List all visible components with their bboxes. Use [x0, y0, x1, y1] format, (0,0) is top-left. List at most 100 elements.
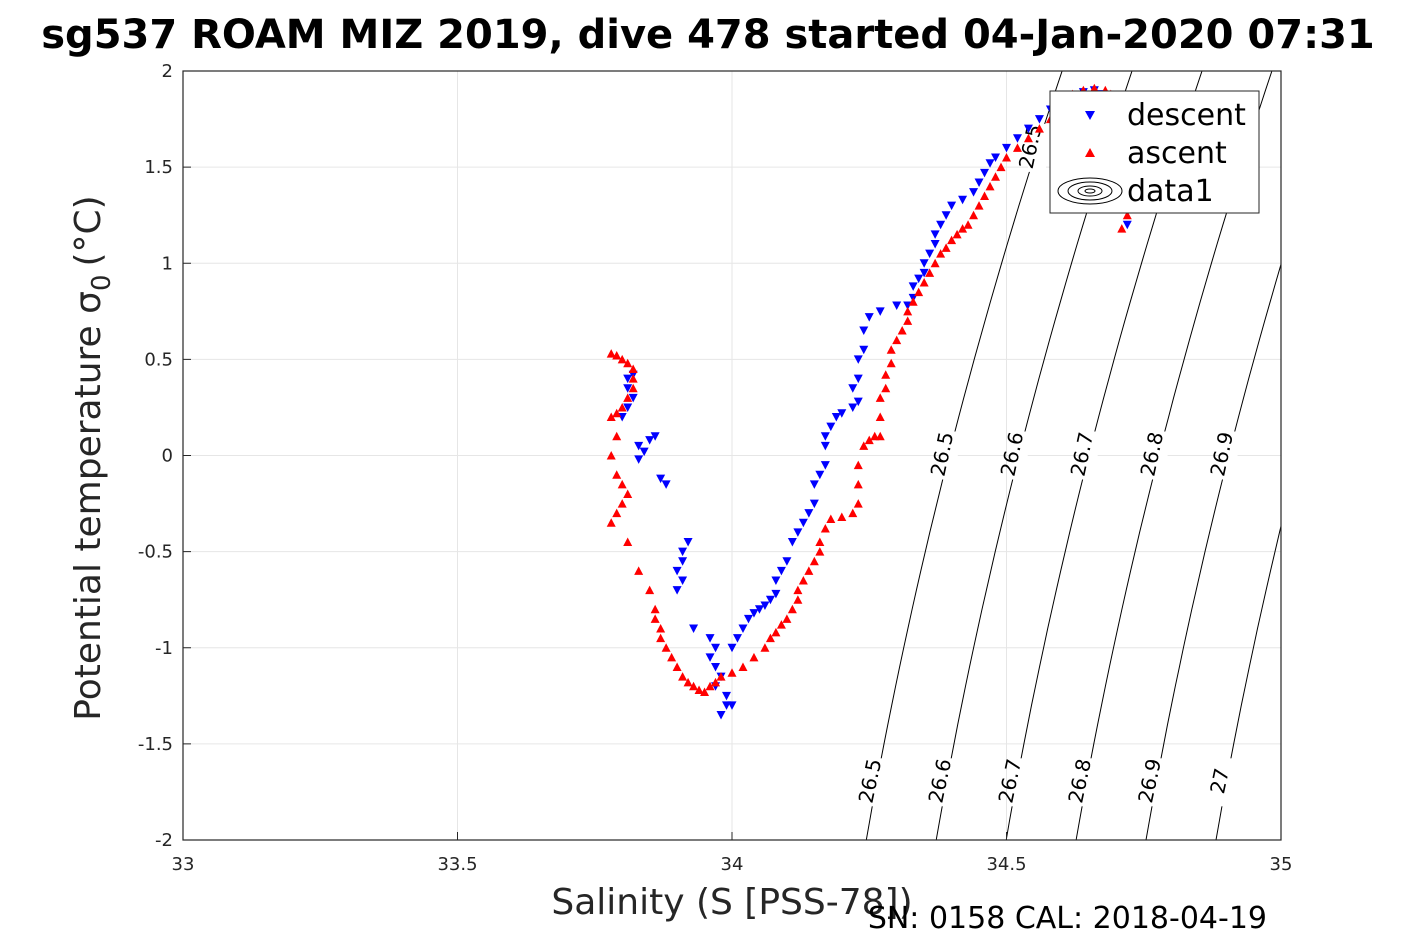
ascent-point — [936, 249, 946, 258]
ascent-point — [612, 408, 622, 418]
ascent-point — [617, 479, 627, 489]
descent-point — [771, 589, 781, 599]
ascent-point — [612, 470, 622, 479]
descent-point — [853, 397, 863, 407]
ascent-point — [996, 162, 1006, 172]
descent-point — [820, 432, 830, 441]
y-axis-label: Potential temperature σ0 (°C) — [68, 195, 117, 720]
ascent-point — [727, 668, 737, 677]
ascent-point — [1012, 143, 1022, 152]
descent-point — [678, 547, 688, 557]
descent-point — [820, 461, 830, 470]
descent-point — [645, 436, 655, 445]
descent-point — [727, 643, 737, 653]
descent-point — [809, 499, 819, 509]
descent-point — [722, 701, 732, 710]
isopycnal-label-bg — [1219, 431, 1238, 480]
descent-point — [826, 422, 836, 432]
descent-point — [749, 609, 759, 618]
isopycnal-line — [1356, 71, 1417, 840]
descent-point — [711, 662, 721, 672]
ascent-point — [919, 277, 929, 287]
ascent-point — [837, 512, 847, 522]
descent-point — [661, 480, 671, 489]
descent-point — [919, 268, 929, 278]
descent-point — [754, 605, 764, 614]
ascent-point — [672, 662, 682, 671]
ascent-point — [782, 614, 792, 623]
ascent-point — [925, 268, 935, 277]
descent-point — [848, 384, 858, 393]
ascent-point — [760, 643, 770, 652]
descent-point — [930, 230, 940, 239]
ascent-point — [892, 335, 902, 345]
descent-point — [820, 441, 830, 451]
ascent-point — [612, 351, 622, 360]
descent-point — [722, 691, 732, 701]
legend-box — [1049, 90, 1260, 214]
isopycnal-label-bg — [867, 758, 886, 807]
descent-point — [743, 614, 753, 624]
descent-point — [974, 178, 984, 188]
legend-descent-label: descent — [1127, 98, 1246, 133]
y-tick-label: -1 — [155, 638, 173, 659]
descent-point — [683, 538, 693, 547]
descent-point — [760, 601, 770, 610]
ascent-point — [1117, 224, 1127, 233]
ascent-point — [1089, 83, 1099, 93]
ascent-point — [826, 514, 836, 523]
ascent-point — [941, 243, 951, 252]
ascent-point — [711, 677, 721, 687]
descent-point — [623, 374, 633, 384]
ascent-point — [617, 499, 627, 508]
ascent-point — [875, 412, 885, 422]
ascent-point — [793, 595, 803, 604]
ascent-point — [914, 287, 924, 297]
ascent-point — [809, 556, 819, 566]
descent-point — [738, 624, 748, 634]
ascent-point — [694, 685, 704, 695]
descent-point — [798, 518, 808, 528]
ascent-point — [623, 537, 633, 547]
descent-point — [678, 557, 688, 566]
ascent-point — [765, 633, 775, 643]
isopycnal-label-bg — [1079, 431, 1098, 480]
descent-point — [771, 576, 781, 585]
isopycnal-label-bg — [1007, 758, 1026, 807]
descent-point — [639, 447, 649, 457]
ascent-point — [859, 441, 869, 450]
ascent-point — [617, 354, 627, 364]
descent-point — [634, 455, 644, 464]
ascent-point — [628, 374, 638, 383]
y-tick-label: -1.5 — [138, 734, 173, 755]
legend-contour-icon — [1057, 177, 1123, 205]
ascent-point — [952, 229, 962, 239]
ascent-point — [864, 435, 874, 445]
ascent-point — [958, 224, 968, 233]
sensor-calibration-footer: SN: 0158 CAL: 2018-04-19 — [868, 901, 1267, 936]
descent-point — [1023, 124, 1033, 134]
isopycnal-line — [1216, 71, 1412, 840]
descent-point — [958, 195, 968, 205]
descent-point — [980, 168, 990, 178]
descent-point — [1002, 143, 1011, 153]
legend-data1-label: data1 — [1127, 174, 1214, 209]
ascent-point — [606, 518, 616, 527]
descent-point — [711, 643, 721, 653]
ascent-point — [650, 614, 660, 623]
y-tick-label: 1 — [162, 253, 173, 274]
isopycnal-label-bg — [1147, 758, 1166, 807]
ascent-point — [776, 620, 786, 629]
descent-point — [765, 595, 775, 605]
ascent-point — [820, 524, 830, 533]
ascent-point — [853, 479, 863, 489]
descent-point — [925, 249, 935, 259]
descent-point — [672, 586, 682, 595]
ascent-point — [645, 585, 655, 595]
descent-point — [705, 653, 715, 662]
ascent-point — [705, 681, 715, 691]
ascent-point — [738, 662, 748, 671]
ascent-point — [991, 172, 1001, 181]
ascent-point — [628, 383, 638, 393]
descent-point — [623, 384, 633, 393]
